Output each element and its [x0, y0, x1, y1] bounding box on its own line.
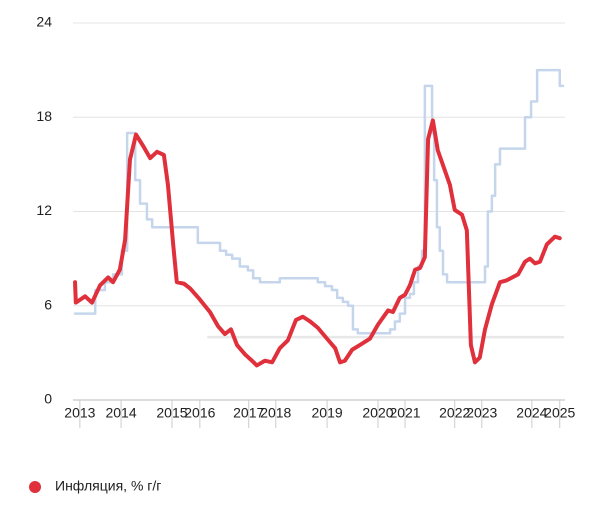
- x-tick-label: 2024: [516, 405, 547, 421]
- legend-label: Инфляция, % г/г: [55, 478, 161, 494]
- reference-line: [73, 68, 565, 335]
- y-tick-label: 24: [36, 14, 52, 30]
- x-tick-label: 2015: [156, 405, 187, 421]
- x-tick-label: 2022: [439, 405, 470, 421]
- x-tick-label: 2025: [544, 405, 575, 421]
- y-tick-label: 18: [36, 108, 52, 124]
- x-tick-label: 2023: [466, 405, 497, 421]
- y-tick-label: 12: [36, 202, 52, 218]
- x-tick-label: 2019: [312, 405, 343, 421]
- inflation-line: [73, 118, 562, 368]
- y-tick-label: 6: [44, 296, 52, 312]
- x-tick-label: 2018: [260, 405, 291, 421]
- x-tick-label: 2013: [64, 405, 95, 421]
- y-tick-label: 0: [44, 391, 52, 407]
- x-tick-label: 2020: [362, 405, 393, 421]
- x-tick-label: 2017: [233, 405, 264, 421]
- x-tick-label: 2021: [389, 405, 420, 421]
- legend-marker: [29, 481, 41, 493]
- x-tick-label: 2016: [184, 405, 215, 421]
- x-tick-label: 2014: [105, 405, 136, 421]
